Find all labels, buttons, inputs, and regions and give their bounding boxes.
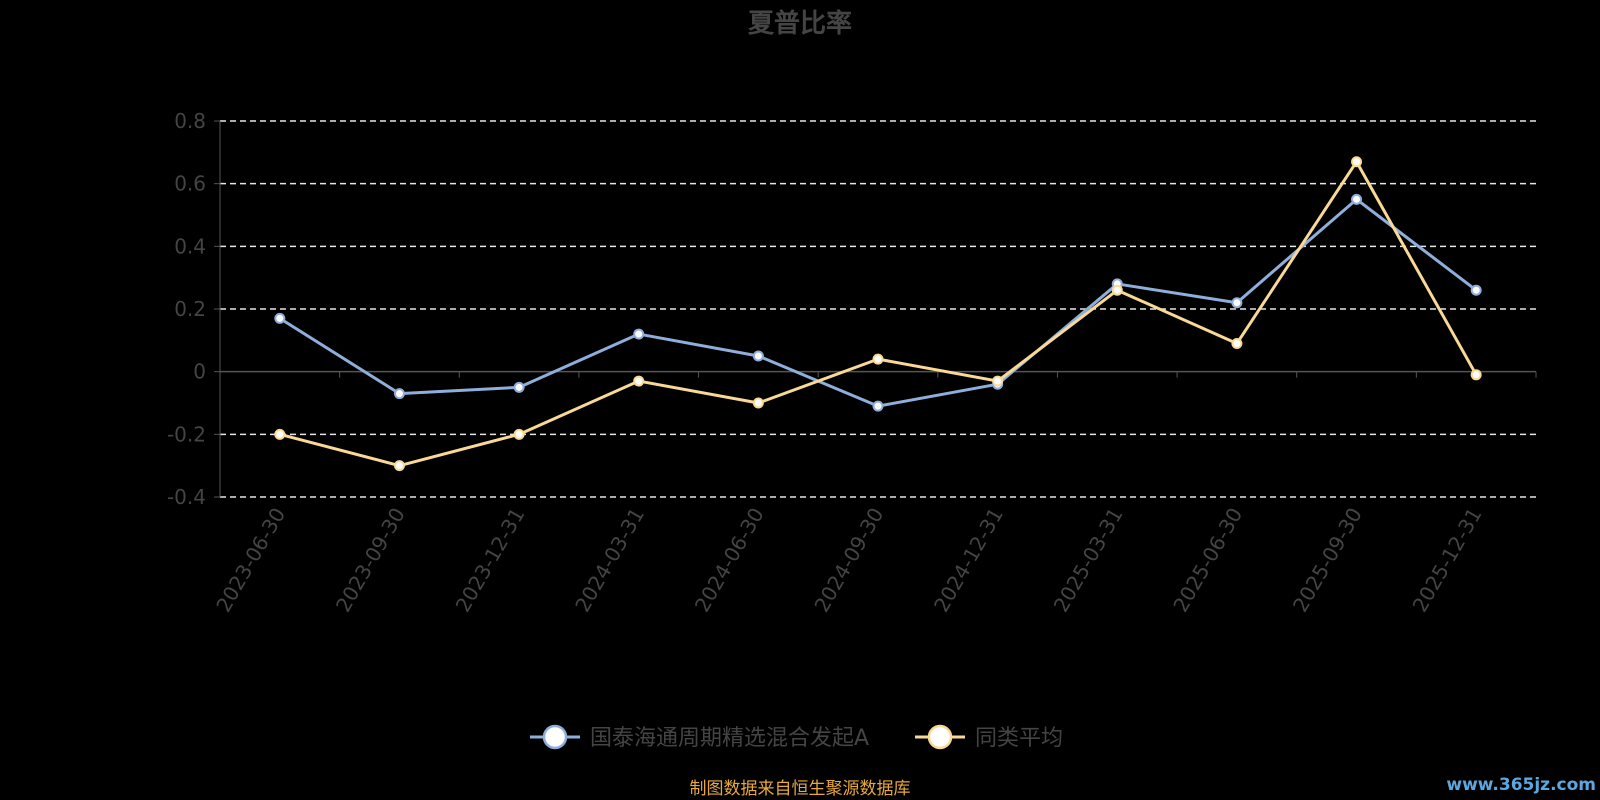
x-tick-label: 2023-06-30 — [211, 504, 290, 617]
data-point[interactable] — [393, 460, 405, 472]
x-tick-label: 2024-03-31 — [570, 504, 649, 617]
watermark: www.365jz.com — [1446, 775, 1596, 795]
data-point[interactable] — [1231, 337, 1243, 349]
data-source-note: 制图数据来自恒生聚源数据库 — [690, 779, 911, 799]
data-point[interactable] — [274, 428, 286, 440]
x-tick-label: 2024-06-30 — [690, 504, 769, 617]
series-2 — [274, 156, 1482, 472]
data-point[interactable] — [633, 375, 645, 387]
y-tick-label: 0 — [193, 360, 206, 384]
data-point[interactable] — [1231, 297, 1243, 309]
series-1 — [274, 193, 1482, 412]
y-tick-label: 0.8 — [174, 109, 206, 133]
data-point[interactable] — [752, 397, 764, 409]
data-point[interactable] — [633, 328, 645, 340]
legend-item-2[interactable]: 同类平均 — [915, 724, 1063, 751]
x-tick-label: 2023-09-30 — [331, 504, 410, 617]
data-point[interactable] — [992, 375, 1004, 387]
data-point[interactable] — [274, 312, 286, 324]
series-line — [279, 160, 1478, 468]
y-axis-tick-labels: -0.4 -0.2 0 0.2 0.4 0.6 0.8 — [167, 109, 206, 509]
x-axis-tick-labels: 2023-06-30 2023-09-30 2023-12-31 2024-03-31… — [211, 504, 1486, 617]
legend[interactable]: 国泰海通周期精选混合发起A 同类平均 — [530, 724, 1063, 751]
x-tick-label: 2024-12-31 — [929, 504, 1008, 617]
data-point[interactable] — [513, 428, 525, 440]
legend-item-1[interactable]: 国泰海通周期精选混合发起A — [530, 724, 869, 751]
y-tick-label: 0.6 — [174, 172, 206, 196]
x-tick-label: 2025-06-30 — [1168, 504, 1247, 617]
data-point[interactable] — [1351, 193, 1363, 205]
data-point[interactable] — [1111, 284, 1123, 296]
x-tick-label: 2025-12-31 — [1408, 504, 1487, 617]
x-tick-label: 2023-12-31 — [451, 504, 530, 617]
x-tick-label: 2024-09-30 — [809, 504, 888, 617]
data-point[interactable] — [393, 388, 405, 400]
series-lines — [274, 156, 1482, 472]
data-point[interactable] — [872, 400, 884, 412]
data-point[interactable] — [1470, 369, 1482, 381]
data-point[interactable] — [752, 350, 764, 362]
axes — [214, 120, 1537, 498]
legend-marker — [542, 724, 568, 750]
legend-label: 同类平均 — [975, 726, 1063, 751]
data-point[interactable] — [872, 353, 884, 365]
data-point[interactable] — [1351, 156, 1363, 168]
y-tick-label: -0.2 — [167, 422, 206, 446]
x-tick-label: 2025-03-31 — [1049, 504, 1128, 617]
y-tick-label: -0.4 — [167, 485, 206, 509]
legend-marker — [927, 724, 953, 750]
legend-label: 国泰海通周期精选混合发起A — [590, 726, 869, 751]
x-tick-label: 2025-09-30 — [1288, 504, 1367, 617]
data-point[interactable] — [513, 381, 525, 393]
data-point[interactable] — [1470, 284, 1482, 296]
chart-title: 夏普比率 — [748, 8, 852, 39]
y-tick-label: 0.4 — [174, 234, 206, 258]
y-tick-label: 0.2 — [174, 297, 206, 321]
grid-lines — [220, 120, 1536, 498]
